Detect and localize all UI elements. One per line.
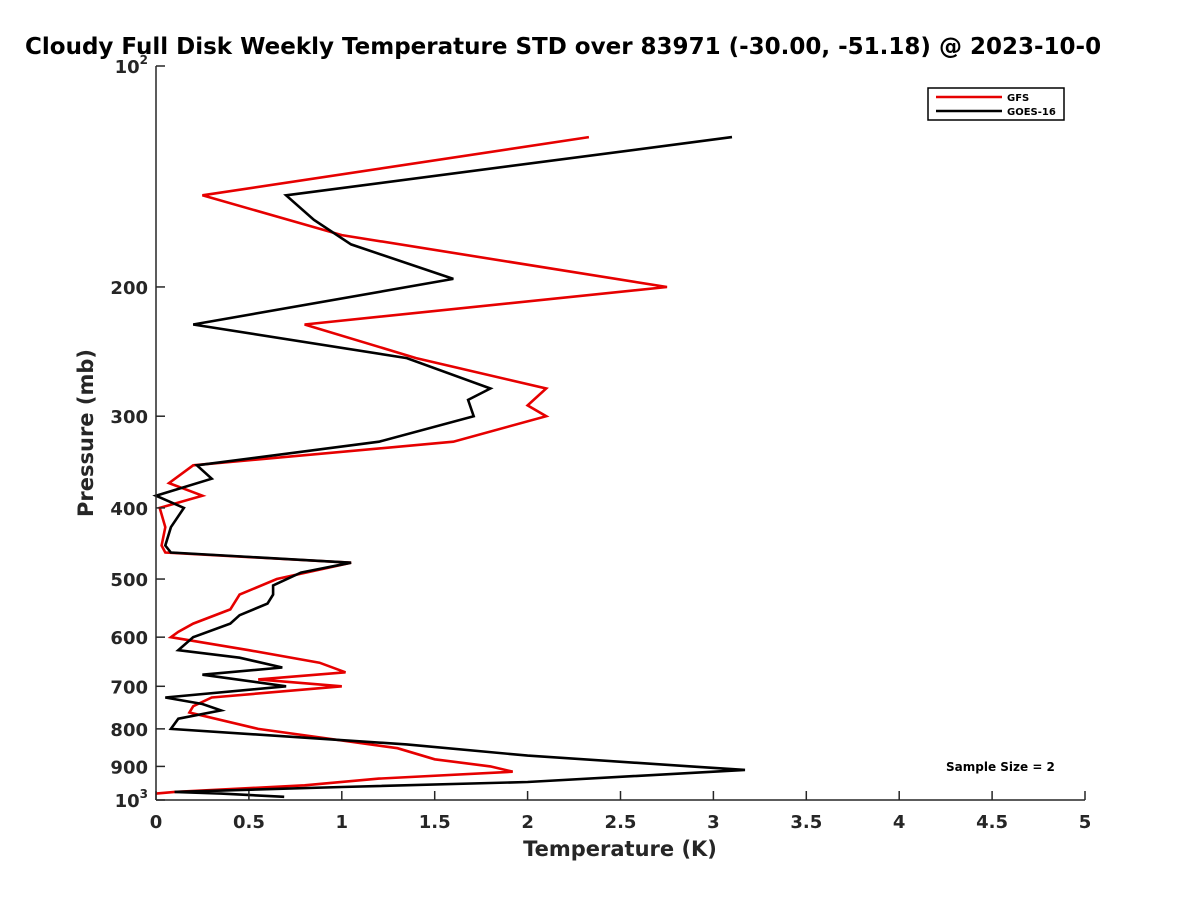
y-axis-label: Pressure (mb) <box>74 349 98 517</box>
x-ticks-group: 0 0.5 1 1.5 2 2.5 3 3.5 4 4.5 5 <box>150 791 1092 833</box>
legend-box <box>927 87 1065 121</box>
y-tick-label: 500 <box>110 570 148 591</box>
x-tick-label: 1 <box>336 812 349 833</box>
sample-size-annotation: Sample Size = 2 <box>946 760 1055 774</box>
y-tick-label: 700 <box>110 677 148 698</box>
legend: GFS GOES-16 <box>927 87 1065 121</box>
y-tick-label: 102 <box>115 53 148 78</box>
y-tick-label: 600 <box>110 628 148 649</box>
series-line-gfs <box>155 135 668 795</box>
x-tick-label: 2.5 <box>605 812 637 833</box>
x-tick-label: 4 <box>893 812 906 833</box>
x-tick-label: 5 <box>1079 812 1092 833</box>
series-line-goes-16 <box>152 135 746 799</box>
x-tick-label: 3.5 <box>790 812 822 833</box>
x-axis-label: Temperature (K) <box>523 837 717 861</box>
x-tick-label: 1.5 <box>419 812 451 833</box>
y-tick-label: 200 <box>110 278 148 299</box>
legend-label: GOES-16 <box>1007 107 1056 118</box>
x-tick-label: 0.5 <box>233 812 265 833</box>
y-tick-label: 900 <box>110 757 148 778</box>
y-ticks-group: 102 200 300 400 500 600 700 800 900 103 <box>110 53 165 812</box>
y-tick-label: 300 <box>110 407 148 428</box>
x-tick-label: 4.5 <box>976 812 1008 833</box>
legend-label: GFS <box>1007 93 1029 104</box>
y-tick-label: 800 <box>110 720 148 741</box>
x-tick-label: 0 <box>150 812 163 833</box>
chart-title: Cloudy Full Disk Weekly Temperature STD … <box>25 34 1101 60</box>
y-tick-label: 103 <box>115 787 148 812</box>
plot-series-group <box>152 135 746 799</box>
x-tick-label: 3 <box>707 812 720 833</box>
x-tick-label: 2 <box>521 812 534 833</box>
y-tick-label: 400 <box>110 499 148 520</box>
